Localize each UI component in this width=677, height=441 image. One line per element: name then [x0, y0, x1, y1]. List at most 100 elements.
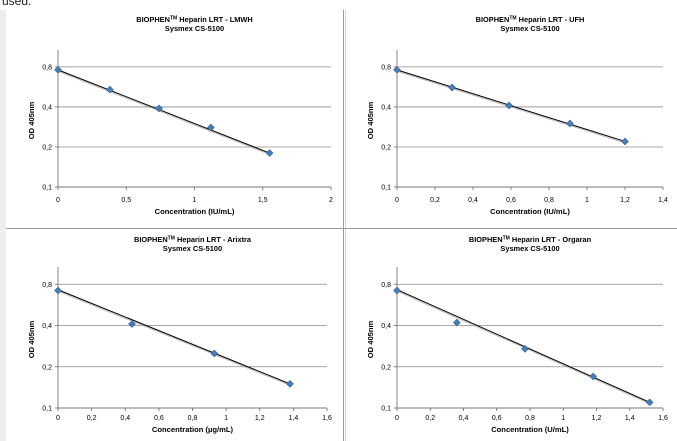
x-tick-label: 0,4	[459, 415, 469, 422]
y-axis-label: OD 405nm	[27, 101, 36, 139]
x-tick-label: 1	[224, 415, 228, 422]
y-axis-label: OD 405nm	[366, 101, 375, 139]
chart-panel-lmwh: BIOPHENTM Heparin LRT - LMWH Sysmex CS-51…	[8, 10, 342, 227]
x-tick-label: 0	[395, 415, 399, 422]
x-tick-label: 0,6	[492, 415, 502, 422]
data-point-marker	[393, 66, 401, 74]
x-tick-label: 0,6	[506, 197, 516, 204]
fit-line	[57, 289, 291, 385]
y-tick-label: 0,1	[381, 185, 391, 192]
x-tick-label: 0,2	[430, 197, 440, 204]
chart-panel-orgaran: BIOPHENTM Heparin LRT - Orgaran Sysmex CS…	[347, 230, 677, 441]
fit-line-shadow	[57, 290, 291, 386]
x-tick-label: 0,8	[525, 415, 535, 422]
chart-title: BIOPHENTM Heparin LRT - Arixtra	[134, 235, 252, 244]
data-point-marker	[265, 149, 274, 157]
data-point-marker	[155, 104, 163, 113]
chart-title-main: BIOPHEN	[469, 235, 503, 244]
chart-subtitle: Sysmex CS-5100	[163, 244, 222, 253]
chart-title-main: BIOPHEN	[134, 235, 168, 244]
y-tick-label: 0,2	[381, 144, 391, 151]
y-tick-label: 0,8	[42, 64, 52, 71]
chart-title-superscript: TM	[509, 16, 516, 22]
data-point-marker	[448, 83, 456, 92]
x-tick-label: 1,6	[658, 415, 668, 422]
data-point-marker	[393, 286, 401, 295]
chart-title: BIOPHENTM Heparin LRT - LMWH	[136, 15, 252, 24]
x-tick-label: 0	[395, 197, 399, 204]
x-tick-label: 0,2	[87, 415, 97, 422]
x-axis-label: Concentration (IU/mL)	[490, 207, 570, 216]
page-top-text: used.	[2, 0, 32, 8]
x-tick-label: 1	[585, 197, 589, 204]
x-tick-label: 0	[56, 197, 60, 204]
chart-title-rest: Heparin LRT - LMWH	[177, 15, 253, 24]
x-tick-label: 1,4	[289, 415, 299, 422]
data-point-marker	[453, 318, 461, 327]
chart-subtitle: Sysmex CS-5100	[500, 24, 559, 33]
x-tick-label: 0,8	[188, 415, 198, 422]
y-tick-label: 0,1	[42, 185, 52, 192]
x-tick-label: 1,2	[592, 415, 602, 422]
x-tick-label: 0	[56, 415, 60, 422]
chart-title-main: BIOPHEN	[476, 15, 510, 24]
y-tick-label: 0,8	[381, 282, 391, 289]
chart-title-rest: Heparin LRT - Orgaran	[510, 235, 592, 244]
y-tick-label: 0,1	[42, 406, 52, 413]
x-tick-label: 1,2	[255, 415, 265, 422]
chart-panel-ufh: BIOPHENTM Heparin LRT - UFH Sysmex CS-510…	[347, 10, 677, 227]
x-tick-label: 1,5	[258, 197, 268, 204]
data-point-marker	[54, 66, 62, 74]
x-tick-label: 1	[561, 415, 565, 422]
fit-line	[396, 289, 650, 403]
x-axis-label: Concentration (IU/mL)	[155, 207, 235, 216]
x-tick-label: 1,4	[658, 197, 668, 204]
chart-subtitle: Sysmex CS-5100	[500, 244, 559, 253]
x-tick-label: 0,8	[544, 197, 554, 204]
y-axis-label: OD 405nm	[27, 320, 36, 358]
fit-line-shadow	[57, 70, 270, 155]
y-tick-label: 0,2	[42, 364, 52, 371]
x-tick-label: 0,4	[120, 415, 130, 422]
data-point-marker	[566, 119, 574, 128]
x-tick-label: 0,6	[154, 415, 164, 422]
y-tick-label: 0,4	[42, 323, 52, 330]
x-tick-label: 1,2	[620, 197, 630, 204]
y-tick-label: 0,2	[42, 144, 52, 151]
data-point-marker	[54, 286, 62, 295]
x-tick-label: 0,4	[468, 197, 478, 204]
data-point-marker	[589, 372, 597, 381]
x-tick-label: 1	[193, 197, 197, 204]
chart-title-main: BIOPHEN	[136, 15, 170, 24]
data-point-marker	[207, 123, 215, 132]
y-tick-label: 0,4	[381, 323, 391, 330]
data-point-marker	[521, 345, 529, 353]
chart-title-rest: Heparin LRT - Arixtra	[175, 235, 252, 244]
x-tick-label: 1,4	[625, 415, 635, 422]
x-axis-label: Concentration (U/mL)	[491, 425, 569, 434]
x-tick-label: 0,5	[121, 197, 131, 204]
panel-divider-vertical	[343, 10, 344, 441]
x-tick-label: 0,2	[425, 415, 435, 422]
x-tick-label: 2	[329, 197, 333, 204]
data-point-marker	[621, 137, 629, 146]
left-margin-strip	[0, 10, 6, 441]
chart-title-superscript: TM	[170, 16, 177, 22]
y-tick-label: 0,4	[381, 104, 391, 111]
chart-title-superscript: TM	[168, 236, 175, 242]
x-axis-label: Concentration (µg/mL)	[152, 425, 234, 434]
data-point-marker	[286, 380, 294, 388]
y-tick-label: 0,4	[42, 104, 52, 111]
data-point-marker	[128, 320, 136, 328]
chart-title-rest: Heparin LRT - UFH	[517, 15, 585, 24]
chart-title: BIOPHENTM Heparin LRT - Orgaran	[469, 235, 592, 244]
fit-line	[57, 69, 270, 154]
chart-subtitle: Sysmex CS-5100	[165, 24, 224, 33]
y-tick-label: 0,8	[381, 64, 391, 71]
data-point-marker	[505, 101, 513, 110]
data-point-marker	[645, 398, 654, 407]
